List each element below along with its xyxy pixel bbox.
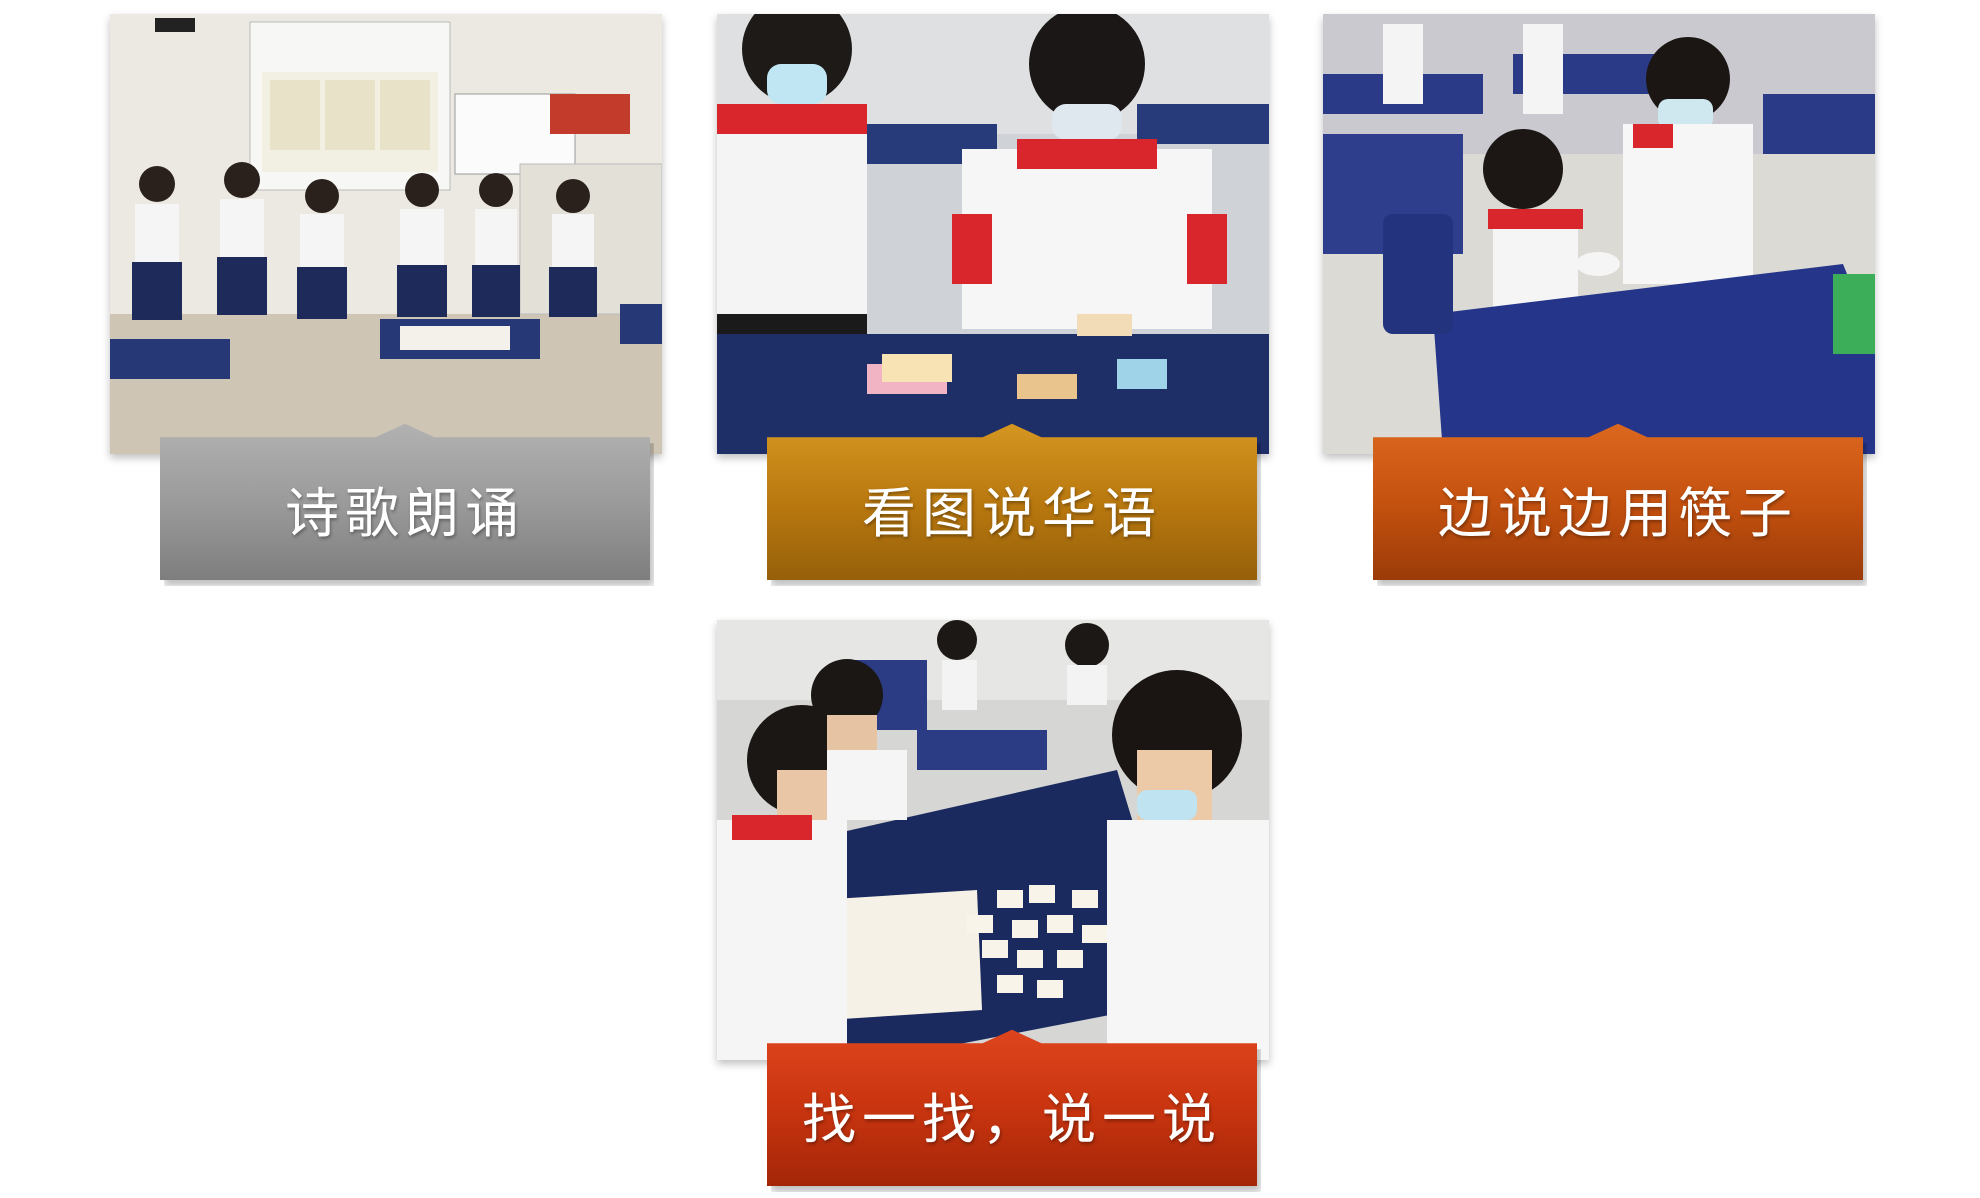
activity-card-chopsticks: 边说边用筷子 xyxy=(1323,14,1875,586)
students-picture-cards-photo xyxy=(717,14,1269,454)
caption-label: 看图说华语 xyxy=(862,482,1162,545)
students-reciting-poem-photo xyxy=(110,14,662,454)
caption-label: 诗歌朗诵 xyxy=(285,482,525,545)
caption-label: 边说边用筷子 xyxy=(1438,482,1798,545)
activity-card-find-and-say: 找一找，说一说 xyxy=(717,620,1269,1192)
activity-card-poem-recital: 诗歌朗诵 xyxy=(110,14,662,586)
students-chopsticks-photo xyxy=(1323,14,1875,454)
caption-banner: 边说边用筷子 xyxy=(1373,423,1863,580)
caption-label: 找一找，说一说 xyxy=(802,1088,1222,1151)
caption-banner: 找一找，说一说 xyxy=(767,1029,1257,1186)
caption-banner: 诗歌朗诵 xyxy=(160,423,650,580)
students-word-cards-photo xyxy=(717,620,1269,1060)
activity-card-picture-talk: 看图说华语 xyxy=(717,14,1269,586)
caption-banner: 看图说华语 xyxy=(767,423,1257,580)
